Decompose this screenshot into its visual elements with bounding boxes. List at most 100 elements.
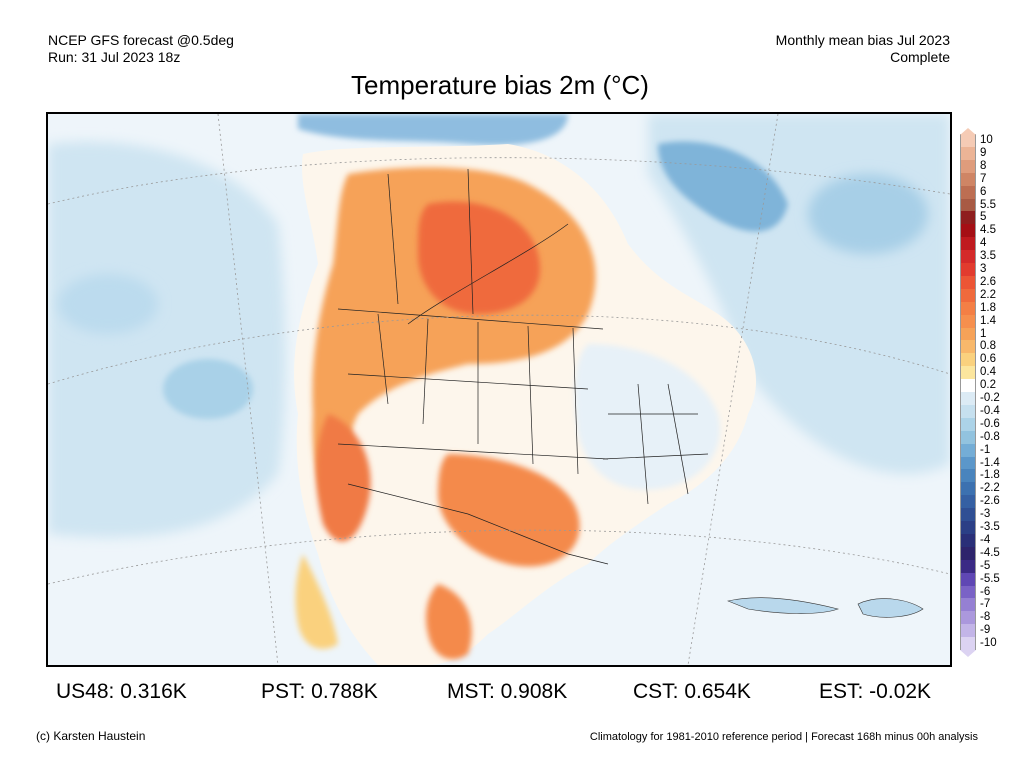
legend-swatch <box>960 275 976 290</box>
legend-swatch <box>960 585 976 599</box>
legend-swatch <box>960 533 976 548</box>
legend-label: -9 <box>980 624 991 637</box>
legend-swatch <box>960 224 976 238</box>
legend-label: 3 <box>980 263 987 275</box>
legend-label: -3.5 <box>980 521 1000 533</box>
legend-swatch <box>960 340 976 354</box>
legend-swatch <box>960 366 976 380</box>
legend-swatch <box>960 211 976 225</box>
eastern-neutral-region <box>575 344 720 490</box>
legend-swatch <box>960 495 976 509</box>
political-borders <box>337 168 709 565</box>
legend-swatch <box>960 353 976 367</box>
prairies-hot-core <box>418 201 540 314</box>
stat-us48: US48: 0.316K <box>56 680 187 703</box>
labrador-sea-cool <box>808 174 928 254</box>
legend-label: 4 <box>980 237 987 250</box>
legend-label: -1.8 <box>980 469 1000 482</box>
arctic-cool-band <box>298 114 568 146</box>
cuba-island <box>727 597 840 614</box>
legend-label: 1.8 <box>980 301 996 314</box>
status-label: Complete <box>890 49 950 65</box>
stat-est: EST: -0.02K <box>819 680 932 703</box>
legend-swatch <box>960 392 976 406</box>
legend-label: -10 <box>980 637 997 650</box>
legend-label: 10 <box>980 134 993 146</box>
legend-label: -3 <box>980 508 991 521</box>
copyright-label: (c) Karsten Haustein <box>36 729 146 743</box>
legend-label: -1.4 <box>980 456 1000 469</box>
legend-swatch <box>960 263 976 277</box>
legend-label: -5.5 <box>980 572 1000 585</box>
legend-label: 0.6 <box>980 353 996 366</box>
legend-swatch <box>960 521 976 535</box>
legend-swatch <box>960 327 976 341</box>
legend-label: 2.6 <box>980 275 996 288</box>
header-left: NCEP GFS forecast @0.5deg Run: 31 Jul 20… <box>48 32 234 66</box>
legend-swatch <box>960 482 976 496</box>
legend-swatch <box>960 237 976 251</box>
model-label: NCEP GFS forecast @0.5deg <box>48 32 234 48</box>
legend-label: -4 <box>980 533 991 546</box>
legend-swatch <box>960 379 976 393</box>
legend-swatch <box>960 250 976 264</box>
legend-swatch <box>960 469 976 483</box>
stat-mst: MST: 0.908K <box>447 680 568 703</box>
legend-swatch <box>960 404 976 419</box>
pacific-cool-patch <box>58 274 158 334</box>
legend-label: -0.8 <box>980 430 1000 443</box>
legend-swatch <box>960 611 976 625</box>
legend-label: 0.2 <box>980 379 996 392</box>
graticule <box>48 114 950 665</box>
legend-swatch <box>960 134 976 148</box>
legend-label: -1 <box>980 443 991 456</box>
legend-label: 3.5 <box>980 250 996 263</box>
legend-swatch <box>960 172 976 187</box>
legend-label: -5 <box>980 559 991 572</box>
bias-period-label: Monthly mean bias Jul 2023 <box>775 32 950 48</box>
mexico-warm <box>426 584 472 660</box>
legend-label: 5 <box>980 211 987 224</box>
legend-label: -0.2 <box>980 392 1000 404</box>
legend-swatch <box>960 288 976 303</box>
legend-swatch <box>960 624 976 638</box>
legend-swatch <box>960 508 976 522</box>
color-legend: 10 9 8 7 6 5.5 5 4.5 4 3.5 3 2.6 2.2 1.8 1.4 1 0.8 0.6 0.4… <box>958 128 1024 657</box>
legend-label: 0.4 <box>980 366 996 379</box>
footnote-label: Climatology for 1981-2010 reference peri… <box>589 731 978 743</box>
legend-label: 1 <box>980 327 987 340</box>
legend-label: 4.5 <box>980 224 996 237</box>
stat-cst: CST: 0.654K <box>633 680 751 703</box>
legend-swatch <box>960 443 976 457</box>
baja-warm <box>295 554 338 649</box>
legend-swatch <box>960 198 976 212</box>
pacific-cool-region <box>48 141 286 538</box>
california-hot-core <box>316 414 371 542</box>
legend-swatch <box>960 430 976 445</box>
legend-label: 0.8 <box>980 340 996 353</box>
legend-label: -0.6 <box>980 417 1000 430</box>
legend-label: -4.5 <box>980 546 1000 559</box>
legend-swatch <box>960 637 976 651</box>
legend-swatch <box>960 417 976 432</box>
legend-top-arrow <box>960 128 976 135</box>
legend-label: 8 <box>980 159 987 172</box>
legend-swatch <box>960 301 976 316</box>
map-title: Temperature bias 2m (°C) <box>351 70 649 100</box>
legend-label: -7 <box>980 598 991 611</box>
legend-swatch <box>960 559 976 574</box>
stat-pst: PST: 0.788K <box>261 680 378 703</box>
legend-swatch <box>960 159 976 174</box>
legend-swatch <box>960 185 976 199</box>
legend-swatch <box>960 146 976 161</box>
run-label: Run: 31 Jul 2023 18z <box>48 49 181 65</box>
hispaniola-island <box>857 598 924 618</box>
regional-stats: US48: 0.316K PST: 0.788K MST: 0.908K CST… <box>56 680 956 706</box>
legend-label: 6 <box>980 185 987 198</box>
legend-label: -2.6 <box>980 495 1000 508</box>
legend-swatch <box>960 598 976 612</box>
legend-label: -0.4 <box>980 404 1000 417</box>
legend-label: 5.5 <box>980 198 996 211</box>
legend-label: -2.2 <box>980 482 1000 495</box>
legend-label: 1.4 <box>980 314 996 327</box>
